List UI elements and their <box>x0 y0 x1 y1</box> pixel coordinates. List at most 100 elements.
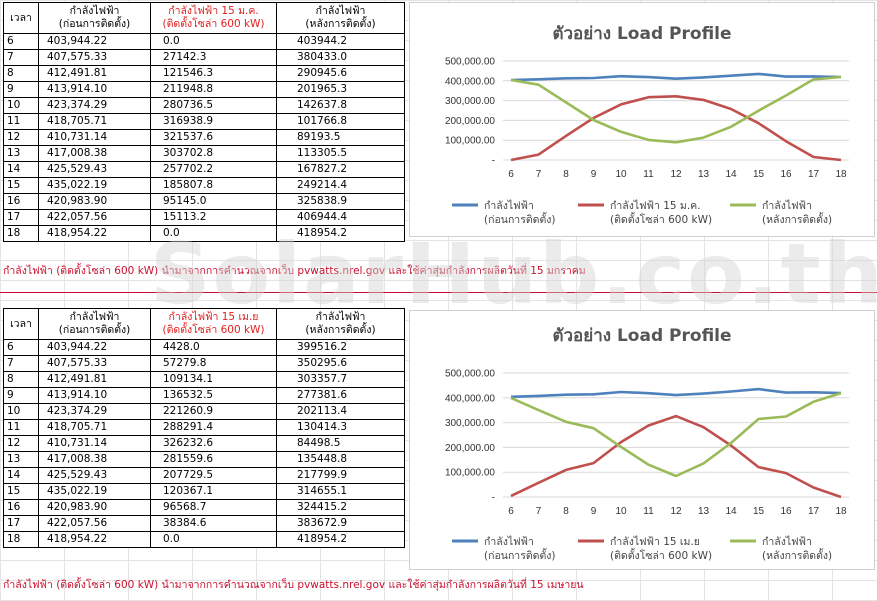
cell-solar: 38384.6 <box>150 515 277 532</box>
chart-title: ตัวอย่าง Load Profile <box>552 326 731 346</box>
cell-after: 249214.4 <box>276 177 405 194</box>
cell-solar: 281559.6 <box>150 451 277 468</box>
cell-solar: 57279.8 <box>150 355 277 372</box>
cell-solar: 4428.0 <box>150 339 277 356</box>
x-tick-label: 12 <box>670 169 682 180</box>
cell-after: 201965.3 <box>276 81 405 98</box>
cell-before: 413,914.10 <box>38 387 151 404</box>
cell-time: 11 <box>3 419 39 436</box>
cell-time: 13 <box>3 451 39 468</box>
x-tick-label: 15 <box>753 169 765 180</box>
cell-after: 217799.9 <box>276 467 405 484</box>
x-tick-label: 12 <box>670 506 682 517</box>
legend-label-1: กำลังไฟฟ้า 15 ม.ค. <box>610 199 701 212</box>
cell-after: 303357.7 <box>276 371 405 388</box>
cell-after: 406944.4 <box>276 209 405 226</box>
cell-before: 422,057.56 <box>38 515 151 532</box>
cell-after: 101766.8 <box>276 113 405 130</box>
table-row: 16 420,983.90 95145.0 325838.9 <box>3 193 405 210</box>
cell-solar: 109134.1 <box>150 371 277 388</box>
april-line-chart: ตัวอย่าง Load Profile - 100,000.00 200,000.… <box>445 326 849 562</box>
cell-solar: 280736.5 <box>150 97 277 114</box>
cell-time: 14 <box>3 467 39 484</box>
table-header-row: เวลา กำลังไฟฟ้า (ก่อนการติดตั้ง) กำลังไฟฟ… <box>3 2 405 34</box>
legend-label-1: (ติดตั้งโซล่า 600 kW) <box>610 548 712 562</box>
x-tick-label: 10 <box>615 169 627 180</box>
legend-label-0: (ก่อนการติดตั้ง) <box>484 212 556 226</box>
x-tick-label: 14 <box>725 169 737 180</box>
cell-before: 418,954.22 <box>38 531 151 548</box>
cell-time: 15 <box>3 177 39 194</box>
cell-before: 410,731.14 <box>38 435 151 452</box>
header-time: เวลา <box>3 308 39 340</box>
cell-after: 89193.5 <box>276 129 405 146</box>
cell-before: 435,022.19 <box>38 177 151 194</box>
april-section: เวลา กำลังไฟฟ้า (ก่อนการติดตั้ง) กำลังไฟฟ… <box>0 300 877 600</box>
table-row: 9 413,914.10 136532.5 277381.6 <box>3 387 405 404</box>
cell-time: 9 <box>3 81 39 98</box>
cell-solar: 288291.4 <box>150 419 277 436</box>
cell-time: 13 <box>3 145 39 162</box>
cell-after: 350295.6 <box>276 355 405 372</box>
cell-after: 418954.2 <box>276 531 405 548</box>
cell-before: 422,057.56 <box>38 209 151 226</box>
january-section: เวลา กำลังไฟฟ้า (ก่อนการติดตั้ง) กำลังไฟฟ… <box>0 0 877 290</box>
header-solar: กำลังไฟฟ้า 15 เม.ย (ติดตั้งโซล่า 600 kW) <box>150 308 277 340</box>
legend-label-2: (หลังการติดตั้ง) <box>762 212 832 226</box>
cell-after: 84498.5 <box>276 435 405 452</box>
cell-before: 423,374.29 <box>38 97 151 114</box>
series-line-2 <box>510 75 842 144</box>
y-tick-label: 100,000.00 <box>445 136 495 147</box>
cell-time: 18 <box>3 531 39 548</box>
legend-label-1: (ติดตั้งโซล่า 600 kW) <box>610 212 712 226</box>
x-tick-label: 14 <box>725 506 737 517</box>
x-tick-label: 11 <box>643 506 654 517</box>
x-tick-label: 13 <box>698 506 710 517</box>
table-row: 14 425,529.43 207729.5 217799.9 <box>3 467 405 484</box>
cell-solar: 0.0 <box>150 33 277 50</box>
cell-before: 407,575.33 <box>38 49 151 66</box>
january-data-table: เวลา กำลังไฟฟ้า (ก่อนการติดตั้ง) กำลังไฟฟ… <box>3 2 405 242</box>
cell-after: 418954.2 <box>276 225 405 242</box>
table-row: 17 422,057.56 15113.2 406944.4 <box>3 209 405 226</box>
cell-solar: 207729.5 <box>150 467 277 484</box>
cell-solar: 95145.0 <box>150 193 277 210</box>
cell-after: 325838.9 <box>276 193 405 210</box>
x-tick-label: 7 <box>536 506 542 517</box>
x-tick-label: 16 <box>780 506 792 517</box>
x-tick-label: 9 <box>591 506 597 517</box>
x-tick-label: 17 <box>808 506 820 517</box>
cell-after: 383672.9 <box>276 515 405 532</box>
cell-time: 8 <box>3 65 39 82</box>
cell-time: 10 <box>3 403 39 420</box>
cell-solar: 221260.9 <box>150 403 277 420</box>
x-tick-label: 6 <box>508 506 514 517</box>
header-after: กำลังไฟฟ้า (หลังการติดตั้ง) <box>276 2 405 34</box>
cell-after: 380433.0 <box>276 49 405 66</box>
series-line-0 <box>510 387 842 399</box>
table-row: 8 412,491.81 121546.3 290945.6 <box>3 65 405 82</box>
cell-time: 15 <box>3 483 39 500</box>
cell-time: 6 <box>3 339 39 356</box>
cell-before: 420,983.90 <box>38 193 151 210</box>
cell-time: 12 <box>3 435 39 452</box>
header-before: กำลังไฟฟ้า (ก่อนการติดตั้ง) <box>38 308 151 340</box>
cell-before: 407,575.33 <box>38 355 151 372</box>
x-tick-label: 17 <box>808 169 820 180</box>
legend-label-2: (หลังการติดตั้ง) <box>762 548 832 562</box>
series-line-1 <box>510 414 842 499</box>
cell-solar: 303702.8 <box>150 145 277 162</box>
x-tick-label: 7 <box>536 169 542 180</box>
january-line-chart: ตัวอย่าง Load Profile - 100,000.00 200,000.… <box>445 24 849 226</box>
cell-before: 423,374.29 <box>38 403 151 420</box>
table-row: 15 435,022.19 120367.1 314655.1 <box>3 483 405 500</box>
legend-label-0: (ก่อนการติดตั้ง) <box>484 548 556 562</box>
cell-time: 11 <box>3 113 39 130</box>
y-tick-label: - <box>492 156 495 167</box>
april-data-table: เวลา กำลังไฟฟ้า (ก่อนการติดตั้ง) กำลังไฟฟ… <box>3 308 405 548</box>
cell-time: 9 <box>3 387 39 404</box>
x-tick-label: 18 <box>835 506 847 517</box>
header-solar: กำลังไฟฟ้า 15 ม.ค. (ติดตั้งโซล่า 600 kW) <box>150 2 277 34</box>
x-tick-label: 11 <box>643 169 654 180</box>
cell-before: 417,008.38 <box>38 451 151 468</box>
